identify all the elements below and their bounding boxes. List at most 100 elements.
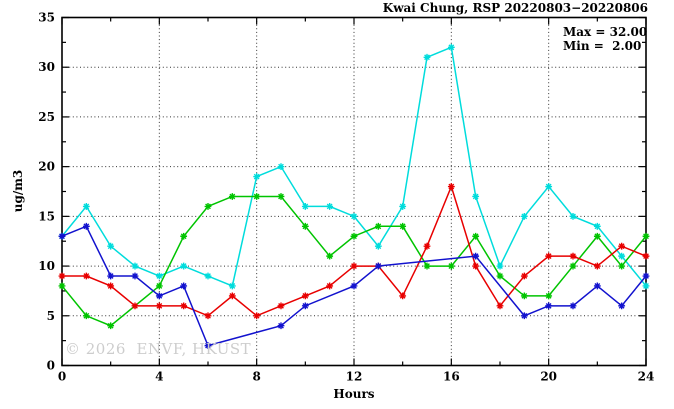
red-series-marker [301, 292, 309, 300]
red-series-marker [618, 242, 626, 250]
green-series-marker [520, 292, 528, 300]
blue-series-marker [180, 282, 188, 290]
blue-series-marker [82, 222, 90, 230]
red-series-marker [82, 272, 90, 280]
red-series-marker [326, 282, 334, 290]
watermark: © 2026 ENVF, HKUST [65, 340, 252, 358]
y-tick-label: 5 [47, 309, 55, 323]
blue-series-marker [155, 292, 163, 300]
red-series-marker [350, 262, 358, 270]
blue-series-marker [569, 302, 577, 310]
cyan-series-marker [642, 282, 650, 290]
cyan-series-marker [131, 262, 139, 270]
y-tick-label: 35 [38, 11, 55, 25]
cyan-series-marker [301, 203, 309, 210]
cyan-series-marker [569, 212, 577, 220]
blue-series-marker [520, 312, 528, 320]
green-series-marker [204, 203, 212, 210]
red-series-marker [447, 183, 455, 190]
y-tick-label: 20 [38, 160, 55, 174]
cyan-series-marker [399, 203, 407, 210]
blue-series-marker [545, 302, 553, 310]
y-tick-label: 0 [47, 359, 55, 373]
green-series-marker [618, 262, 626, 270]
cyan-series-marker [180, 262, 188, 270]
red-series-marker [228, 292, 236, 300]
red-series-marker [180, 302, 188, 310]
red-series-marker [204, 312, 212, 320]
blue-series-marker [131, 272, 139, 280]
x-tick-label: 16 [443, 370, 460, 384]
y-tick-label: 30 [38, 60, 55, 74]
blue-series-marker [107, 272, 115, 280]
min-value-label: Min = 2.00 [563, 39, 642, 53]
green-series-marker [350, 232, 358, 240]
blue-series-marker [374, 262, 382, 270]
blue-series-marker [58, 232, 66, 240]
green-series-marker [277, 193, 285, 200]
green-series-marker [447, 262, 455, 270]
x-tick-label: 4 [155, 370, 163, 384]
cyan-series-marker [155, 272, 163, 280]
y-axis-label: ug/m3 [11, 169, 25, 213]
chart-title: Kwai Chung, RSP 20220803−20220806 [382, 1, 648, 15]
cyan-series-marker [228, 282, 236, 290]
green-series-marker [374, 222, 382, 230]
blue-series-marker [618, 302, 626, 310]
green-series-marker [180, 232, 188, 240]
red-series-marker [131, 302, 139, 310]
x-tick-label: 8 [252, 370, 260, 384]
green-series-marker [253, 193, 261, 200]
green-series-marker [545, 292, 553, 300]
green-series-marker [155, 282, 163, 290]
blue-series-marker [593, 282, 601, 290]
plot-frame [61, 16, 647, 367]
cyan-series-marker [423, 53, 431, 61]
x-axis-label: Hours [333, 387, 375, 401]
cyan-series-marker [326, 203, 334, 210]
red-series-marker [569, 252, 577, 260]
cyan-series-marker [253, 173, 261, 180]
green-series-marker [642, 232, 650, 240]
red-series-marker [472, 262, 480, 270]
y-tick-label: 15 [38, 209, 55, 223]
red-series-marker [155, 302, 163, 310]
blue-series-marker [204, 342, 212, 350]
green-series-marker [569, 262, 577, 270]
green-series-marker [496, 272, 504, 280]
cyan-series-marker [82, 203, 90, 210]
red-series-marker [277, 302, 285, 310]
red-series-marker [520, 272, 528, 280]
x-tick-label: 24 [638, 370, 655, 384]
green-series-marker [82, 312, 90, 320]
cyan-series-marker [277, 163, 285, 171]
cyan-series-marker [204, 272, 212, 280]
red-series-marker [642, 252, 650, 260]
x-tick-label: 12 [346, 370, 363, 384]
x-tick-label: 20 [540, 370, 557, 384]
green-series-marker [326, 252, 334, 260]
blue-series-marker [642, 272, 650, 280]
red-series-marker [496, 302, 504, 310]
red-series-marker [253, 312, 261, 320]
green-series-marker [58, 282, 66, 290]
green-series-marker [228, 193, 236, 200]
red-series-marker [399, 292, 407, 300]
y-tick-label: 25 [38, 110, 55, 124]
blue-series-marker [301, 302, 309, 310]
blue-series-marker [277, 322, 285, 330]
x-tick-label: 0 [58, 370, 66, 384]
cyan-series-marker [350, 212, 358, 220]
cyan-series-marker [447, 43, 455, 51]
y-tick-label: 10 [38, 259, 55, 273]
green-series-marker [107, 322, 115, 330]
blue-series-marker [472, 252, 480, 260]
cyan-series-marker [520, 212, 528, 220]
red-series-line [62, 184, 647, 317]
red-series-marker [545, 252, 553, 260]
blue-series-line [61, 225, 647, 347]
cyan-series-marker [496, 262, 504, 270]
red-series-marker [58, 272, 66, 280]
